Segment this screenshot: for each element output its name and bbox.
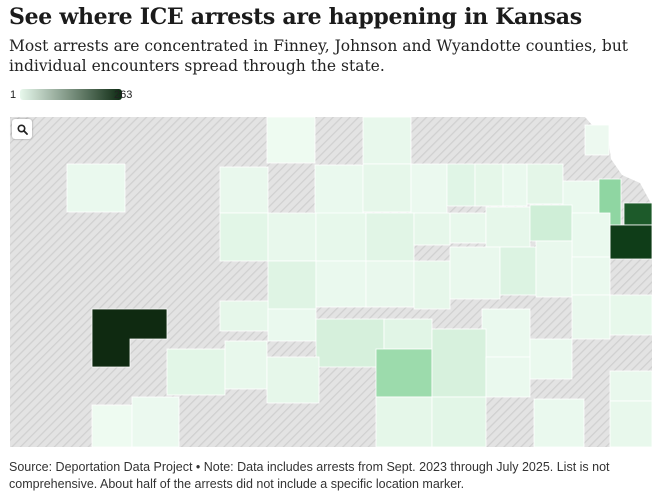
county-woodson[interactable] bbox=[529, 338, 573, 380]
county-phillips[interactable] bbox=[266, 117, 316, 164]
county-rush[interactable] bbox=[315, 260, 367, 308]
county-reno[interactable] bbox=[375, 348, 433, 398]
legend-min-label: 1 bbox=[10, 89, 17, 101]
county-cloud[interactable] bbox=[362, 163, 412, 213]
county-finney[interactable] bbox=[91, 308, 168, 368]
county-lyon[interactable] bbox=[481, 308, 531, 358]
county-sedgwick[interactable] bbox=[431, 396, 487, 447]
county-lincoln[interactable] bbox=[365, 212, 415, 262]
county-marion[interactable] bbox=[383, 318, 433, 350]
county-nemaha[interactable] bbox=[474, 163, 504, 207]
county-cherokee[interactable] bbox=[609, 400, 652, 447]
county-marshall[interactable] bbox=[446, 163, 476, 207]
county-trego[interactable] bbox=[267, 212, 317, 262]
county-jefferson[interactable] bbox=[571, 212, 611, 258]
county-seward[interactable] bbox=[131, 396, 180, 447]
county-layer[interactable] bbox=[66, 117, 652, 447]
county-allen[interactable] bbox=[609, 370, 652, 402]
county-washington[interactable] bbox=[410, 163, 448, 215]
county-harvey[interactable] bbox=[431, 328, 487, 398]
county-cowley[interactable] bbox=[533, 398, 585, 447]
county-osage[interactable] bbox=[499, 246, 537, 296]
county-pawnee[interactable] bbox=[267, 308, 317, 342]
county-doniphan[interactable] bbox=[584, 124, 610, 156]
county-anderson[interactable] bbox=[571, 294, 611, 340]
county-wyandotte[interactable] bbox=[623, 202, 652, 226]
county-brown[interactable] bbox=[502, 163, 528, 207]
county-jewell[interactable] bbox=[314, 164, 364, 216]
page-title: See where ICE arrests are happening in K… bbox=[9, 4, 582, 30]
county-gray[interactable] bbox=[166, 348, 226, 396]
map-svg[interactable] bbox=[10, 117, 652, 447]
search-icon bbox=[16, 123, 28, 135]
kansas-county-map[interactable] bbox=[10, 117, 652, 447]
county-edwards[interactable] bbox=[266, 356, 320, 404]
county-hodgeman[interactable] bbox=[219, 300, 269, 332]
county-atchison[interactable] bbox=[526, 163, 564, 205]
county-pottawatomie[interactable] bbox=[449, 212, 487, 244]
source-note: Source: Deportation Data Project • Note:… bbox=[9, 460, 610, 491]
county-ness[interactable] bbox=[267, 260, 317, 310]
county-gove-east[interactable] bbox=[219, 212, 269, 262]
county-saline[interactable] bbox=[365, 260, 415, 308]
county-kingman[interactable] bbox=[375, 396, 433, 447]
county-douglas[interactable] bbox=[529, 204, 573, 242]
county-ottawa[interactable] bbox=[413, 212, 451, 246]
county-johnson[interactable] bbox=[609, 224, 652, 260]
county-morris[interactable] bbox=[449, 246, 501, 300]
county-ford[interactable] bbox=[224, 340, 268, 390]
county-dickinson[interactable] bbox=[413, 260, 451, 310]
county-butler[interactable] bbox=[485, 356, 531, 398]
county-miami[interactable] bbox=[571, 256, 611, 296]
map-search-button[interactable] bbox=[12, 119, 32, 139]
county-ellis[interactable] bbox=[315, 212, 367, 262]
county-shawnee[interactable] bbox=[485, 206, 531, 248]
legend-gradient bbox=[20, 89, 122, 100]
county-mcpherson[interactable] bbox=[315, 318, 385, 368]
county-republic[interactable] bbox=[362, 117, 412, 165]
county-rawlins-east[interactable] bbox=[219, 166, 269, 214]
page-subtitle: Most arrests are concentrated in Finney,… bbox=[9, 37, 629, 75]
county-cheyenne[interactable] bbox=[66, 163, 126, 213]
legend-max-label: 263 bbox=[114, 89, 133, 101]
county-linn[interactable] bbox=[609, 294, 652, 336]
county-franklin[interactable] bbox=[535, 240, 573, 298]
county-stevens[interactable] bbox=[91, 404, 133, 447]
